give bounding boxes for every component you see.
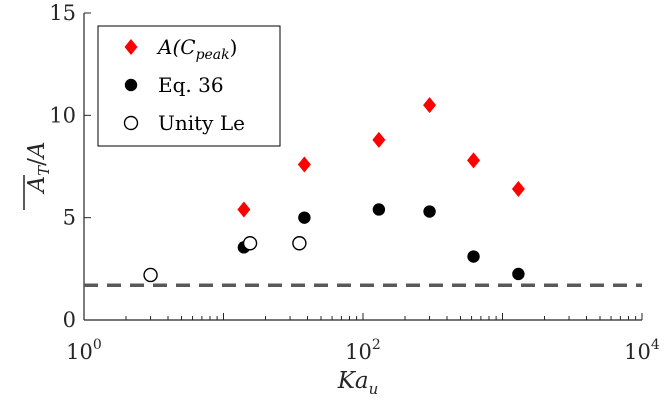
data-point-open-circle [292, 236, 307, 251]
data-point-filled-circle [512, 267, 525, 281]
legend-marker-diamond [124, 39, 138, 55]
data-point-filled-circle [372, 203, 386, 216]
legend-label: Unity Le [158, 111, 245, 135]
data-point-diamond [297, 156, 311, 173]
data-point-diamond [372, 131, 386, 148]
data-point-diamond [467, 152, 481, 169]
y-tick-label: 15 [49, 1, 76, 25]
data-point-diamond [511, 181, 525, 198]
data-point-open-circle [143, 267, 158, 283]
data-marks [143, 97, 525, 283]
svg-text:AT/A: AT/A [24, 141, 53, 194]
y-axis-title: AT/A [23, 141, 53, 210]
x-tick-label: 100 [66, 337, 102, 364]
data-point-diamond [237, 201, 251, 218]
x-tick-label: 104 [624, 337, 660, 364]
data-point-filled-circle [467, 250, 480, 263]
y-tick-label: 0 [63, 308, 76, 332]
x-axis-title: Kau [337, 368, 379, 398]
y-tick-label: 10 [49, 103, 76, 127]
data-point-diamond [423, 97, 437, 114]
data-point-open-circle [242, 236, 258, 251]
legend-label: A(Cpeak) [156, 35, 237, 63]
x-tick-label: 102 [345, 337, 381, 364]
legend-label: Eq. 36 [158, 73, 224, 97]
y-axis: 0 5 10 15 [49, 1, 91, 332]
y-tick-label: 5 [63, 206, 76, 230]
x-axis: 100 102 104 [66, 313, 660, 364]
legend-marker-open-circle [123, 115, 139, 131]
legend: A(Cpeak) Eq. 36 Unity Le [97, 25, 281, 147]
data-point-filled-circle [423, 205, 436, 218]
data-point-filled-circle [298, 211, 311, 224]
legend-marker-filled-circle [124, 78, 138, 92]
